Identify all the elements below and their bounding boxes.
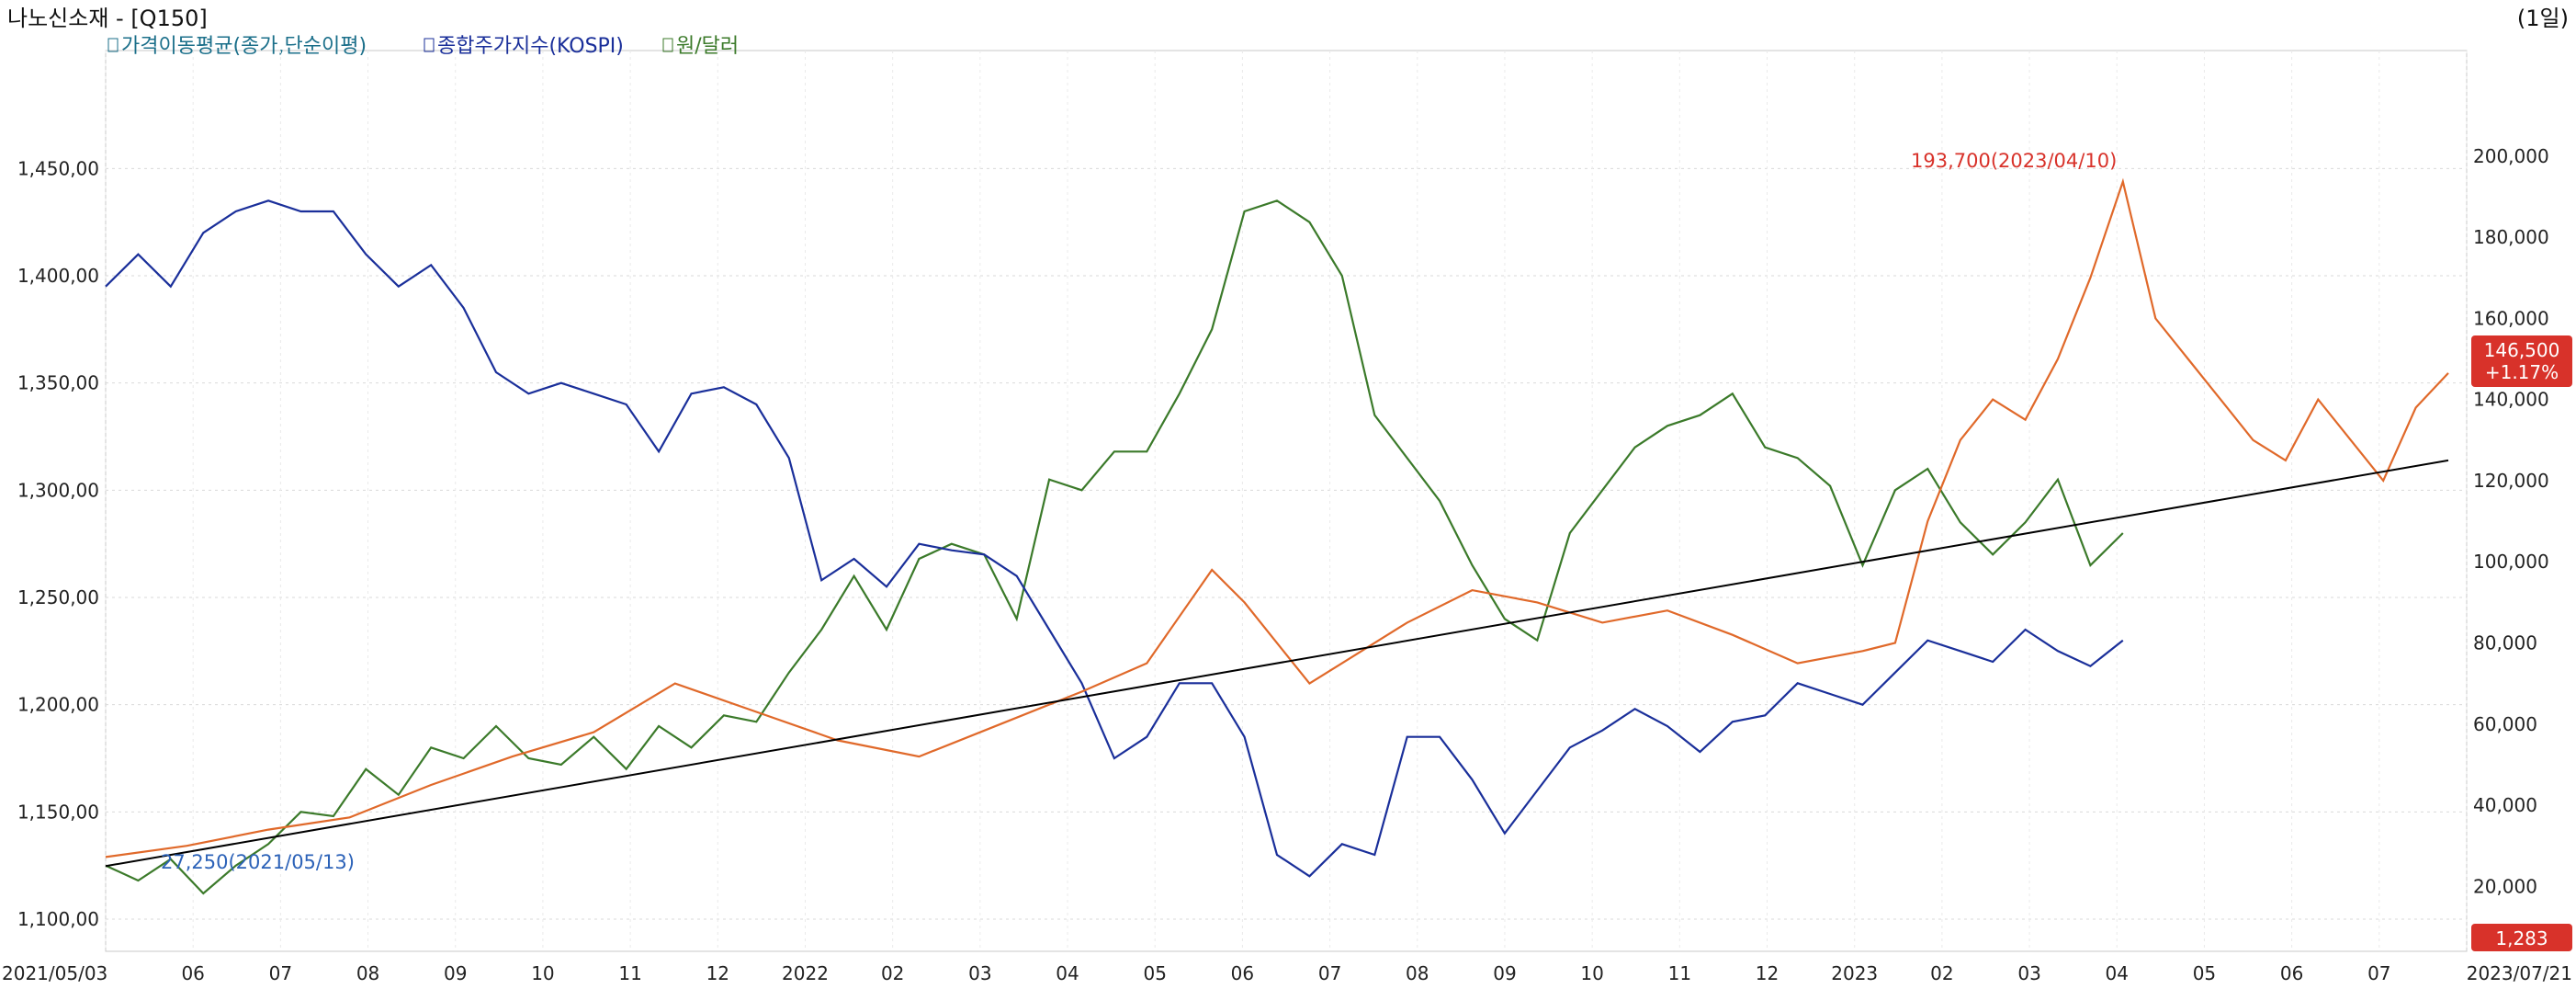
x-tick-label: 03 bbox=[968, 962, 991, 984]
left-axis: 1,450,00 1,400,00 1,350,00 1,300,00 1,250,00… bbox=[17, 157, 99, 930]
x-tick-label: 12 bbox=[1756, 962, 1779, 984]
x-tick-label: 04 bbox=[1056, 962, 1079, 984]
price-badge: 146,500 +1.17% bbox=[2471, 335, 2572, 387]
right-tick-label: 140,000 bbox=[2473, 389, 2549, 411]
right-tick-label: 160,000 bbox=[2473, 307, 2549, 329]
x-tick-label: 07 bbox=[1318, 962, 1341, 984]
legend-item-fx-icon bbox=[662, 38, 673, 52]
x-tick-label: 10 bbox=[1580, 962, 1603, 984]
x-tick-label: 05 bbox=[2193, 962, 2216, 984]
right-tick-label: 60,000 bbox=[2473, 713, 2537, 735]
legend-item-kospi-icon bbox=[424, 38, 435, 52]
period-label: (1일) bbox=[2517, 6, 2569, 31]
x-tick-label: 06 bbox=[2280, 962, 2303, 984]
fx-badge: 1,283 bbox=[2471, 924, 2572, 951]
left-tick-label: 1,350,00 bbox=[17, 372, 99, 394]
x-tick-label: 07 bbox=[2367, 962, 2390, 984]
x-tick-label: 06 bbox=[1231, 962, 1254, 984]
left-tick-label: 1,250,00 bbox=[17, 586, 99, 608]
right-tick-label: 20,000 bbox=[2473, 875, 2537, 897]
x-tick-label: 10 bbox=[531, 962, 554, 984]
x-tick-label: 09 bbox=[444, 962, 467, 984]
series-layer bbox=[105, 177, 2449, 895]
price-badge-value: 146,500 bbox=[2484, 339, 2560, 361]
series-line-0 bbox=[105, 199, 2124, 895]
left-tick-label: 1,300,00 bbox=[17, 479, 99, 501]
left-tick-label: 1,150,00 bbox=[17, 801, 99, 823]
right-tick-label: 180,000 bbox=[2473, 226, 2549, 248]
fx-badge-bg bbox=[2471, 924, 2572, 951]
x-tick-label: 06 bbox=[181, 962, 204, 984]
left-tick-label: 1,450,00 bbox=[17, 157, 99, 179]
right-tick-label: 80,000 bbox=[2473, 632, 2537, 654]
series-line-2 bbox=[105, 177, 2449, 858]
legend-item-ma-icon bbox=[107, 38, 119, 52]
x-tick-label: 08 bbox=[356, 962, 379, 984]
price-badge-change: +1.17% bbox=[2485, 361, 2559, 383]
x-tick-label: 09 bbox=[1493, 962, 1516, 984]
right-tick-label: 200,000 bbox=[2473, 145, 2549, 167]
left-tick-label: 1,100,00 bbox=[17, 908, 99, 930]
left-tick-label: 1,200,00 bbox=[17, 694, 99, 716]
x-tick-label: 2023/07/21 bbox=[2467, 962, 2572, 984]
plot-area[interactable] bbox=[105, 50, 2468, 952]
x-tick-label: 2023 bbox=[1831, 962, 1878, 984]
x-tick-label: 2022 bbox=[782, 962, 829, 984]
legend: 가격이동평균(종가,단순이평) 종합주가지수(KOSPI) 원/달러 bbox=[107, 35, 739, 58]
legend-item-ma: 가격이동평균(종가,단순이평) bbox=[121, 35, 367, 58]
x-tick-label: 03 bbox=[2017, 962, 2040, 984]
right-tick-label: 40,000 bbox=[2473, 794, 2537, 816]
low-annotation: 27,250(2021/05/13) bbox=[161, 851, 355, 873]
right-tick-label: 120,000 bbox=[2473, 470, 2549, 492]
series-line-1 bbox=[105, 199, 2124, 878]
x-axis: 2021/05/03 06 07 08 09 10 11 12 2022 02 03 04 05 06 07… bbox=[2, 962, 2572, 984]
x-tick-label: 07 bbox=[269, 962, 292, 984]
price-badge-bg bbox=[2471, 335, 2572, 387]
legend-item-kospi: 종합주가지수(KOSPI) bbox=[437, 35, 624, 58]
x-tick-label: 11 bbox=[618, 962, 641, 984]
x-tick-label: 02 bbox=[881, 962, 904, 984]
trendline bbox=[105, 459, 2449, 868]
legend-item-fx: 원/달러 bbox=[676, 35, 739, 58]
x-tick-label: 02 bbox=[1930, 962, 1953, 984]
x-tick-label: 11 bbox=[1668, 962, 1691, 984]
left-tick-label: 1,400,00 bbox=[17, 265, 99, 287]
gridlines bbox=[105, 51, 2468, 951]
high-annotation: 193,700(2023/04/10) bbox=[1911, 150, 2117, 172]
x-tick-label: 08 bbox=[1406, 962, 1429, 984]
fx-badge-value: 1,283 bbox=[2495, 927, 2548, 949]
x-tick-label: 12 bbox=[706, 962, 729, 984]
x-tick-label: 2021/05/03 bbox=[2, 962, 107, 984]
x-tick-label: 04 bbox=[2106, 962, 2129, 984]
right-tick-label: 100,000 bbox=[2473, 551, 2549, 573]
chart-title: 나노신소재 - [Q150] bbox=[7, 6, 208, 31]
right-axis: 200,000 180,000 160,000 140,000 120,000 100,0… bbox=[2473, 145, 2549, 898]
x-tick-label: 05 bbox=[1143, 962, 1166, 984]
